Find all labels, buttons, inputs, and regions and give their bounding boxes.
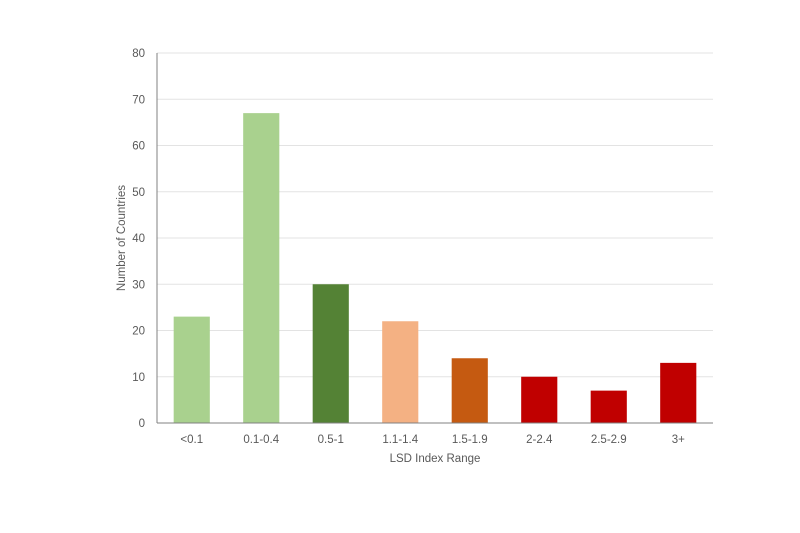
y-tick-label: 70 — [132, 94, 145, 106]
x-tick-label: <0.1 — [180, 434, 203, 446]
bar-0 — [173, 316, 210, 423]
bar-1 — [243, 113, 280, 423]
x-axis-title: LSD Index Range — [390, 453, 481, 465]
x-tick-labels: <0.1 0.1-0.4 0.5-1 1.1-1.4 1.5-1.9 2-2.4 2.5-2… — [180, 434, 685, 446]
bar-4 — [451, 358, 488, 423]
y-tick-label: 80 — [132, 48, 145, 60]
y-tick-labels: 0 10 20 30 40 50 60 70 80 — [132, 48, 145, 430]
axes — [156, 53, 713, 424]
y-tick-label: 40 — [132, 233, 145, 245]
x-tick-label: 1.5-1.9 — [452, 434, 488, 446]
y-tick-label: 30 — [132, 279, 145, 291]
x-tick-label: 1.1-1.4 — [382, 434, 418, 446]
y-tick-label: 50 — [132, 187, 145, 199]
x-tick-label: 2-2.4 — [526, 434, 553, 446]
bar-2 — [312, 284, 349, 423]
y-tick-label: 10 — [132, 372, 145, 384]
x-tick-label: 0.1-0.4 — [243, 434, 279, 446]
bars — [173, 113, 697, 423]
y-tick-label: 20 — [132, 326, 145, 338]
bar-3 — [382, 321, 419, 423]
bar-5 — [521, 376, 558, 423]
x-tick-label: 0.5-1 — [318, 434, 344, 446]
y-axis-title: Number of Countries — [116, 185, 128, 291]
y-tick-label: 60 — [132, 141, 145, 153]
x-tick-label: 2.5-2.9 — [591, 434, 627, 446]
y-tick-label: 0 — [139, 418, 145, 430]
bar-6 — [590, 390, 627, 423]
gridlines — [157, 52, 713, 378]
bar-7 — [660, 362, 697, 423]
x-tick-label: 3+ — [672, 434, 685, 446]
